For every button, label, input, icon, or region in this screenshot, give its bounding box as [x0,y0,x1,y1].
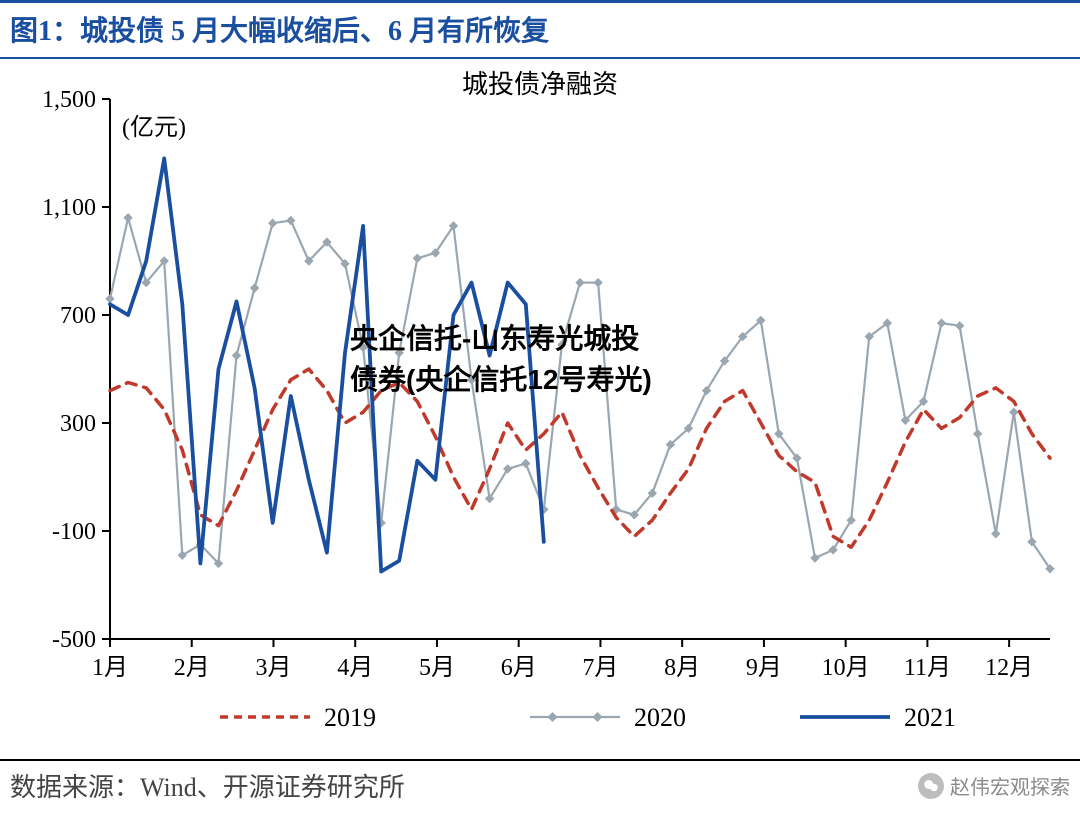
svg-text:1,100: 1,100 [42,195,96,221]
line-chart: 城投债净融资 -500 -100 300 700 1,100 1,500 (亿元) 1月 2月 3月… [0,59,1080,759]
wechat-account-name: 赵伟宏观探索 [950,771,1070,800]
svg-text:2021: 2021 [904,703,956,732]
svg-text:12月: 12月 [985,655,1033,681]
overlay-annotation: 央企信托-山东寿光城投债券(央企信托12号寿光) [350,319,660,400]
svg-text:-100: -100 [52,519,96,545]
svg-text:2月: 2月 [174,655,210,681]
svg-text:8月: 8月 [664,655,700,681]
wechat-icon [918,773,944,799]
svg-text:300: 300 [60,411,96,437]
svg-text:1,500: 1,500 [42,87,96,113]
svg-text:1月: 1月 [92,655,128,681]
svg-text:11月: 11月 [904,655,951,681]
wechat-badge: 赵伟宏观探索 [918,771,1070,800]
svg-text:7月: 7月 [582,655,618,681]
svg-text:2019: 2019 [324,703,376,732]
svg-text:700: 700 [60,303,96,329]
chart-container: 城投债净融资 -500 -100 300 700 1,100 1,500 (亿元) 1月 2月 3月… [0,59,1080,759]
data-source-label: 数据来源：Wind、开源证券研究所 [10,767,405,804]
svg-text:城投债净融资: 城投债净融资 [462,70,618,99]
svg-text:10月: 10月 [822,655,870,681]
svg-text:3月: 3月 [255,655,291,681]
svg-text:6月: 6月 [501,655,537,681]
svg-text:(亿元): (亿元) [122,114,186,141]
figure-title: 图1：城投债 5 月大幅收缩后、6 月有所恢复 [10,16,549,47]
svg-text:-500: -500 [52,627,96,653]
svg-text:9月: 9月 [746,655,782,681]
footer: 数据来源：Wind、开源证券研究所 赵伟宏观探索 [0,759,1080,804]
svg-text:2020: 2020 [634,703,686,732]
figure-title-bar: 图1：城投债 5 月大幅收缩后、6 月有所恢复 [0,0,1080,59]
svg-text:5月: 5月 [419,655,455,681]
svg-text:4月: 4月 [337,655,373,681]
